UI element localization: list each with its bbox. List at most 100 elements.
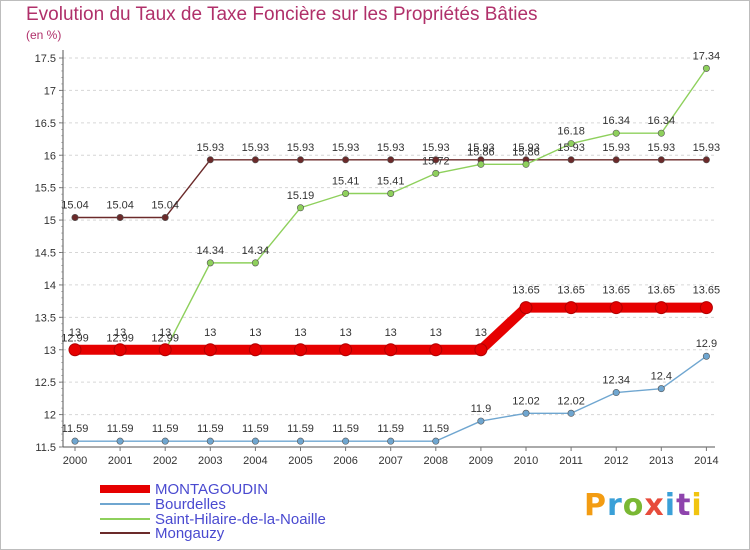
data-point <box>342 156 350 164</box>
data-label: 13.65 <box>602 285 630 297</box>
data-label: 11.59 <box>377 423 404 435</box>
data-point <box>384 343 398 357</box>
x-tick-label: 2014 <box>694 455 718 467</box>
y-tick-label: 14 <box>44 280 56 292</box>
data-point <box>342 190 350 198</box>
legend-label: Bourdelles <box>155 496 226 513</box>
data-label: 13 <box>385 327 397 339</box>
data-label: 12.99 <box>61 332 89 344</box>
data-point <box>519 301 533 315</box>
logo-letter: i <box>664 488 677 523</box>
data-label: 15.93 <box>602 142 630 154</box>
logo-letter: x <box>644 488 665 523</box>
logo-letter: P <box>584 488 607 523</box>
y-tick-label: 14.5 <box>35 248 56 260</box>
data-label: 13.65 <box>512 285 540 297</box>
data-label: 13 <box>339 327 351 339</box>
data-label: 11.59 <box>332 423 359 435</box>
logo-letter: r <box>607 488 623 523</box>
data-point <box>564 301 578 315</box>
data-label: 15.93 <box>422 142 450 154</box>
data-label: 15.93 <box>648 142 676 154</box>
x-tick-label: 2007 <box>378 455 402 467</box>
data-point <box>251 437 259 445</box>
x-tick-label: 2003 <box>198 455 222 467</box>
data-label: 16.18 <box>557 126 585 138</box>
data-label: 15.86 <box>512 146 540 158</box>
data-point <box>702 64 710 72</box>
x-tick-label: 2006 <box>333 455 357 467</box>
data-label: 15.86 <box>467 146 495 158</box>
data-point <box>251 259 259 267</box>
data-label: 13 <box>430 327 442 339</box>
data-label: 11.59 <box>242 423 269 435</box>
data-point <box>522 409 530 417</box>
data-point <box>567 140 575 148</box>
data-point <box>477 417 485 425</box>
data-point <box>68 343 82 357</box>
proxiti-logo: Proxiti <box>584 488 703 523</box>
y-axis-unit: (en %) <box>26 28 62 42</box>
data-point <box>702 352 710 360</box>
data-point <box>432 169 440 177</box>
y-tick-label: 16.5 <box>35 118 56 130</box>
x-tick-label: 2010 <box>514 455 538 467</box>
y-tick-label: 16 <box>44 150 56 162</box>
y-tick-label: 13 <box>44 345 56 357</box>
data-label: 12.02 <box>557 395 585 407</box>
x-tick-label: 2000 <box>63 455 87 467</box>
data-point <box>387 190 395 198</box>
data-label: 15.93 <box>467 142 495 154</box>
data-point <box>71 437 79 445</box>
data-label: 15.93 <box>287 142 315 154</box>
x-tick-label: 2004 <box>243 455 267 467</box>
data-label: 15.93 <box>332 142 360 154</box>
data-point <box>206 156 214 164</box>
x-tick-label: 2011 <box>559 455 583 467</box>
data-label: 13.65 <box>557 285 585 297</box>
y-tick-label: 13.5 <box>35 312 56 324</box>
data-point <box>251 156 259 164</box>
data-label: 15.93 <box>377 142 405 154</box>
y-tick-label: 15.5 <box>35 183 56 195</box>
data-label: 13 <box>204 327 216 339</box>
data-point <box>342 437 350 445</box>
x-tick-label: 2005 <box>288 455 312 467</box>
data-point <box>296 204 304 212</box>
data-label: 15.93 <box>242 142 270 154</box>
y-tick-label: 17.5 <box>35 53 56 65</box>
data-point <box>296 437 304 445</box>
data-point <box>612 156 620 164</box>
data-point <box>432 437 440 445</box>
data-label: 11.59 <box>62 423 89 435</box>
data-label: 15.93 <box>693 142 721 154</box>
data-point <box>206 259 214 267</box>
y-tick-label: 11.5 <box>35 442 56 454</box>
data-label: 17.34 <box>693 50 721 62</box>
x-tick-label: 2001 <box>108 455 132 467</box>
data-label: 12.34 <box>602 375 630 387</box>
data-label: 15.41 <box>377 176 405 188</box>
data-point <box>609 301 623 315</box>
data-point <box>699 301 713 315</box>
data-label: 11.59 <box>422 423 449 435</box>
data-label: 13.65 <box>693 285 721 297</box>
data-point <box>203 343 217 357</box>
data-point <box>339 343 353 357</box>
data-label: 13 <box>114 327 126 339</box>
data-point <box>158 343 172 357</box>
data-point <box>567 409 575 417</box>
data-label: 12.02 <box>512 395 540 407</box>
data-label: 12.4 <box>651 371 672 383</box>
data-point <box>657 156 665 164</box>
data-point <box>702 156 710 164</box>
data-label: 11.59 <box>287 423 314 435</box>
data-label: 11.59 <box>152 423 179 435</box>
data-label: 15.93 <box>197 142 225 154</box>
data-point <box>161 437 169 445</box>
data-point <box>429 343 443 357</box>
data-label: 16.34 <box>602 115 630 127</box>
logo-letter: o <box>622 488 645 523</box>
